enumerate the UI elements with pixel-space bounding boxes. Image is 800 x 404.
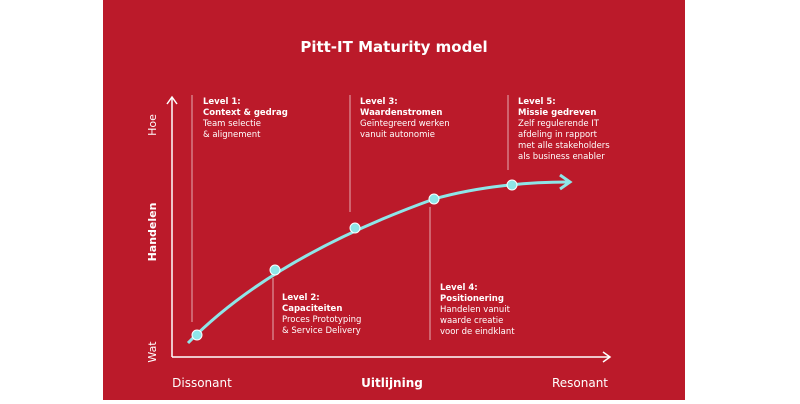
level-name: Positionering — [440, 294, 504, 304]
level-description: met alle stakeholders — [518, 141, 610, 151]
axes — [166, 95, 612, 363]
level-heading: Level 5: — [518, 97, 556, 107]
level-description: Proces Prototyping — [282, 315, 361, 325]
level-description: Handelen vanuit — [440, 305, 511, 315]
level-description: waarde creatie — [440, 316, 503, 326]
level-description: Team selectie — [202, 119, 261, 129]
level-heading: Level 3: — [360, 97, 398, 107]
level-points — [191, 179, 518, 341]
level-name: Waardenstromen — [360, 108, 442, 118]
level-name: Context & gedrag — [203, 108, 288, 118]
y-axis-bottom: Wat — [146, 341, 159, 363]
level-description: vanuit autonomie — [360, 130, 435, 140]
level-heading: Level 2: — [282, 293, 320, 303]
x-axis-label: Uitlijning — [361, 376, 423, 390]
level-description: & Service Delivery — [282, 326, 361, 336]
title: Pitt-IT Maturity model — [300, 38, 487, 56]
level-heading: Level 4: — [440, 283, 478, 293]
level-description: Geïntegreerd werken — [360, 119, 450, 129]
y-axis-label: Handelen — [146, 203, 159, 262]
level-heading: Level 1: — [203, 97, 241, 107]
guide-lines — [191, 95, 509, 340]
level-description: afdeling in rapport — [518, 130, 598, 140]
level-name: Capaciteiten — [282, 304, 342, 314]
level-description: voor de eindklant — [440, 327, 515, 337]
curve-arrow — [559, 173, 573, 191]
maturity-curve — [186, 180, 569, 345]
level-description: & alignement — [203, 130, 261, 140]
y-axis-top: Hoe — [146, 114, 159, 136]
level-name: Missie gedreven — [518, 108, 596, 118]
x-axis-right: Resonant — [552, 376, 608, 390]
x-axis-left: Dissonant — [172, 376, 232, 390]
level-description: Zelf regulerende IT — [518, 119, 600, 129]
level-description: als business enabler — [518, 152, 605, 162]
